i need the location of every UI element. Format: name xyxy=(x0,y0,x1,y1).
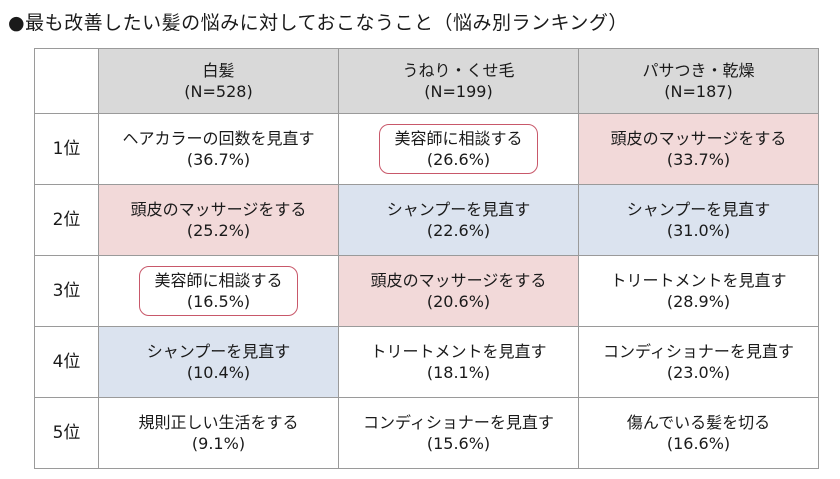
table-cell: 頭皮のマッサージをする (20.6%) xyxy=(338,255,579,327)
table-cell: トリートメントを見直す (18.1%) xyxy=(338,326,579,398)
table-cell: シャンプーを見直す (22.6%) xyxy=(338,184,579,256)
table-row: 3位 美容師に相談する (16.5%) 頭皮のマッサージをする (20.6%) トリートメ… xyxy=(34,255,819,327)
rank-label: 2位 xyxy=(34,184,99,256)
page-title: ●最も改善したい髪の悩みに対しておこなうこと（悩み別ランキング） xyxy=(8,12,628,34)
action-label: 頭皮のマッサージをする xyxy=(610,129,787,148)
column-sample-size: (N=528) xyxy=(184,82,253,101)
percentage-value: (18.1%) xyxy=(426,363,491,382)
table-row: 2位 頭皮のマッサージをする (25.2%) シャンプーを見直す (22.6%) シャンプ… xyxy=(34,184,819,256)
column-name: 白髪 xyxy=(202,61,235,80)
action-label: シャンプーを見直す xyxy=(626,200,771,219)
percentage-value: (31.0%) xyxy=(666,221,731,240)
action-label: コンディショナーを見直す xyxy=(363,413,554,432)
percentage-value: (26.6%) xyxy=(426,150,491,169)
action-label: シャンプーを見直す xyxy=(146,342,291,361)
table-cell: コンディショナーを見直す (23.0%) xyxy=(578,326,819,398)
cell-content: シャンプーを見直す (10.4%) xyxy=(99,341,338,383)
header-corner xyxy=(34,48,99,114)
cell-content: シャンプーを見直す (22.6%) xyxy=(339,199,578,241)
cell-content: シャンプーを見直す (31.0%) xyxy=(579,199,818,241)
percentage-value: (9.1%) xyxy=(191,434,246,453)
action-label: コンディショナーを見直す xyxy=(603,342,794,361)
cell-content: ヘアカラーの回数を見直す (36.7%) xyxy=(99,128,338,170)
table-row: 1位 ヘアカラーの回数を見直す (36.7%) 美容師に相談する (26.6%) 頭皮のマ… xyxy=(34,113,819,185)
cell-content: トリートメントを見直す (28.9%) xyxy=(579,270,818,312)
rank-label: 4位 xyxy=(34,326,99,398)
column-header-dryness: パサつき・乾燥 (N=187) xyxy=(578,48,819,114)
table-cell: シャンプーを見直す (10.4%) xyxy=(98,326,339,398)
table-cell: トリートメントを見直す (28.9%) xyxy=(578,255,819,327)
action-label: 頭皮のマッサージをする xyxy=(130,200,307,219)
highlight-box: 美容師に相談する (16.5%) xyxy=(139,266,298,316)
table-cell: 頭皮のマッサージをする (25.2%) xyxy=(98,184,339,256)
table-cell: 美容師に相談する (26.6%) xyxy=(338,113,579,185)
table-cell: 美容師に相談する (16.5%) xyxy=(98,255,339,327)
table-cell: シャンプーを見直す (31.0%) xyxy=(578,184,819,256)
rank-label: 3位 xyxy=(34,255,99,327)
cell-content: トリートメントを見直す (18.1%) xyxy=(339,341,578,383)
percentage-value: (15.6%) xyxy=(426,434,491,453)
cell-content: 傷んでいる髪を切る (16.6%) xyxy=(579,412,818,454)
column-header-frizz: うねり・くせ毛 (N=199) xyxy=(338,48,579,114)
action-label: 頭皮のマッサージをする xyxy=(370,271,547,290)
column-name: うねり・くせ毛 xyxy=(402,61,515,80)
percentage-value: (33.7%) xyxy=(666,150,731,169)
ranking-table: 白髪 (N=528) うねり・くせ毛 (N=199) パサつき・乾燥 (N=18… xyxy=(34,48,819,469)
table-cell: 傷んでいる髪を切る (16.6%) xyxy=(578,397,819,469)
column-header-gray-hair: 白髪 (N=528) xyxy=(98,48,339,114)
percentage-value: (28.9%) xyxy=(666,292,731,311)
table-row: 4位 シャンプーを見直す (10.4%) トリートメントを見直す (18.1%) コンディ… xyxy=(34,326,819,398)
action-label: ヘアカラーの回数を見直す xyxy=(122,129,315,148)
action-label: 美容師に相談する xyxy=(154,271,283,290)
percentage-value: (16.6%) xyxy=(666,434,731,453)
highlight-box: 美容師に相談する (26.6%) xyxy=(379,124,538,174)
action-label: 規則正しい生活をする xyxy=(138,413,299,432)
rank-label: 5位 xyxy=(34,397,99,469)
percentage-value: (22.6%) xyxy=(426,221,491,240)
table-cell: 規則正しい生活をする (9.1%) xyxy=(98,397,339,469)
action-label: トリートメントを見直す xyxy=(610,271,787,290)
percentage-value: (23.0%) xyxy=(666,363,731,382)
percentage-value: (20.6%) xyxy=(426,292,491,311)
percentage-value: (16.5%) xyxy=(186,292,251,311)
table-cell: 頭皮のマッサージをする (33.7%) xyxy=(578,113,819,185)
percentage-value: (36.7%) xyxy=(186,150,251,169)
cell-content: 頭皮のマッサージをする (25.2%) xyxy=(99,199,338,241)
percentage-value: (10.4%) xyxy=(186,363,251,382)
column-name: パサつき・乾燥 xyxy=(642,61,755,80)
cell-content: 頭皮のマッサージをする (33.7%) xyxy=(579,128,818,170)
table-cell: ヘアカラーの回数を見直す (36.7%) xyxy=(98,113,339,185)
action-label: シャンプーを見直す xyxy=(386,200,531,219)
table-cell: コンディショナーを見直す (15.6%) xyxy=(338,397,579,469)
cell-content: コンディショナーを見直す (15.6%) xyxy=(339,412,578,454)
action-label: トリートメントを見直す xyxy=(370,342,547,361)
action-label: 美容師に相談する xyxy=(394,129,523,148)
column-sample-size: (N=187) xyxy=(664,82,733,101)
cell-content: 規則正しい生活をする (9.1%) xyxy=(99,412,338,454)
header-row: 白髪 (N=528) うねり・くせ毛 (N=199) パサつき・乾燥 (N=18… xyxy=(34,48,819,114)
cell-content: コンディショナーを見直す (23.0%) xyxy=(579,341,818,383)
column-sample-size: (N=199) xyxy=(424,82,493,101)
rank-label: 1位 xyxy=(34,113,99,185)
cell-content: 頭皮のマッサージをする (20.6%) xyxy=(339,270,578,312)
action-label: 傷んでいる髪を切る xyxy=(626,413,771,432)
table-row: 5位 規則正しい生活をする (9.1%) コンディショナーを見直す (15.6%) 傷んで… xyxy=(34,397,819,469)
percentage-value: (25.2%) xyxy=(186,221,251,240)
